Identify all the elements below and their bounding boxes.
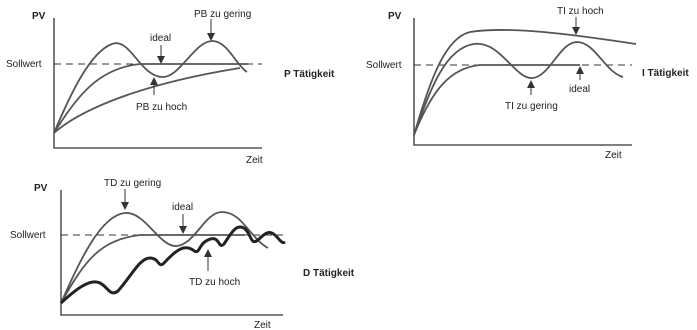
i-label-ideal: ideal	[569, 84, 590, 95]
p-x-axis-label: Zeit	[246, 155, 263, 166]
p-axes	[53, 18, 262, 149]
p-setpoint-label: Sollwert	[6, 59, 42, 70]
p-label-pb-zu-hoch: PB zu hoch	[136, 102, 187, 113]
d-setpoint-label: Sollwert	[10, 230, 46, 241]
p-label-ideal: ideal	[150, 33, 171, 44]
d-y-axis-label: PV	[34, 183, 48, 194]
d-action-panel: PV Sollwert Zeit TD zu gering ideal TD z…	[10, 178, 355, 330]
i-x-axis-label: Zeit	[605, 150, 622, 161]
i-label-ti-zu-gering: TI zu gering	[505, 101, 558, 112]
d-curve-td-too-high	[59, 225, 286, 305]
d-label-td-zu-hoch: TD zu hoch	[189, 277, 240, 288]
p-label-pb-zu-gering: PB zu gering	[194, 9, 251, 20]
i-axes	[413, 18, 632, 146]
i-y-axis-label: PV	[388, 11, 402, 22]
p-curve-pb-too-high	[53, 67, 241, 134]
d-axes	[60, 190, 283, 316]
i-action-panel: PV Sollwert Zeit TI zu hoch TI zu gering…	[366, 6, 689, 161]
p-curve-pb-too-low	[53, 40, 248, 134]
i-curve-ideal	[413, 64, 580, 136]
p-y-axis-label: PV	[32, 11, 46, 22]
p-curve-ideal	[53, 63, 248, 134]
i-curve-ti-too-high	[413, 29, 637, 136]
d-curve-ideal	[60, 234, 245, 304]
d-label-ideal: ideal	[172, 202, 193, 213]
p-action-panel: PV Sollwert Zeit PB zu gering ideal PB z…	[6, 9, 335, 166]
d-action-title: D Tätigkeit	[303, 268, 355, 279]
p-action-title: P Tätigkeit	[284, 69, 335, 80]
i-curve-ti-too-low	[413, 41, 624, 136]
d-curve-td-too-low	[60, 211, 269, 304]
i-label-ti-zu-hoch: TI zu hoch	[557, 6, 604, 17]
i-action-title: I Tätigkeit	[642, 68, 689, 79]
d-label-td-zu-gering: TD zu gering	[104, 178, 161, 189]
i-setpoint-label: Sollwert	[366, 60, 402, 71]
d-x-axis-label: Zeit	[254, 320, 271, 330]
